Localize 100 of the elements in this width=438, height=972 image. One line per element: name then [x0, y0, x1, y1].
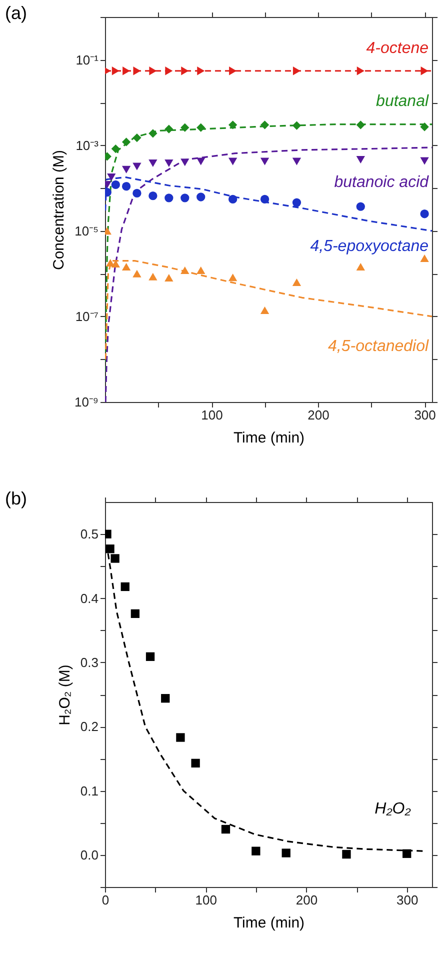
point	[106, 544, 114, 554]
y-axis-title: Concentration (M)	[50, 150, 68, 270]
point	[176, 733, 185, 742]
x-axis-title: Time (min)	[233, 430, 305, 446]
x-tick-label: 300	[396, 892, 418, 908]
point	[356, 263, 365, 271]
point	[292, 66, 300, 76]
chart-title: (a)	[5, 3, 27, 23]
point	[122, 66, 130, 76]
point	[146, 652, 155, 661]
point	[292, 158, 302, 166]
point	[228, 274, 238, 282]
point	[260, 194, 270, 204]
point	[420, 254, 429, 262]
point	[260, 120, 270, 130]
point	[228, 158, 238, 166]
point	[148, 160, 158, 168]
y-tick-label: 0.0	[80, 847, 98, 862]
text: 4,5-octanediol	[328, 338, 429, 356]
point	[342, 850, 351, 859]
point	[180, 123, 190, 132]
point	[402, 849, 412, 858]
point	[133, 66, 141, 76]
point	[130, 609, 140, 618]
series-label: butanoic acid	[334, 174, 430, 192]
y-tick-label: 10⁻⁹	[74, 394, 98, 410]
point	[148, 272, 158, 280]
point	[420, 157, 429, 165]
point	[356, 120, 365, 130]
point	[122, 138, 131, 146]
point	[148, 192, 158, 200]
point	[149, 66, 157, 76]
point	[191, 758, 200, 768]
point	[356, 156, 365, 164]
point	[420, 122, 429, 132]
chart-title: (b)	[5, 488, 27, 508]
point	[420, 66, 428, 76]
point	[122, 166, 131, 174]
x-tick-label: 200	[296, 892, 318, 908]
point	[112, 66, 120, 76]
y-tick-label: 10⁻⁷	[75, 308, 99, 324]
y-tick-label: 10⁻¹	[76, 52, 100, 68]
point	[164, 194, 174, 202]
point	[111, 180, 120, 190]
point	[228, 120, 238, 130]
point	[292, 198, 302, 207]
point	[110, 554, 120, 563]
point	[164, 124, 174, 134]
point	[252, 846, 260, 856]
point	[111, 144, 120, 154]
y-tick-label: 0.5	[80, 526, 98, 542]
y-tick-label: 0.1	[80, 783, 98, 798]
x-tick-label: 100	[195, 892, 217, 908]
x-tick-label: 100	[201, 408, 223, 422]
point	[132, 162, 142, 170]
point	[356, 202, 365, 211]
series-label: H₂O₂	[374, 800, 411, 818]
line-series	[105, 260, 432, 360]
point	[164, 274, 174, 282]
point	[120, 582, 130, 592]
point	[165, 66, 173, 76]
point	[292, 278, 302, 286]
y-axis-title: H₂O₂ (M)	[56, 664, 74, 726]
point	[164, 160, 174, 168]
y-tick-label: 10⁻³	[76, 138, 100, 153]
point	[356, 66, 364, 76]
point	[197, 66, 205, 76]
point	[221, 824, 230, 834]
series-label: butanal	[376, 92, 429, 110]
point	[260, 306, 270, 314]
point	[196, 123, 206, 132]
x-axis-title: Time (min)	[233, 914, 305, 932]
point	[132, 133, 142, 142]
series-label: 4-octene	[366, 40, 429, 57]
point	[122, 263, 131, 271]
point	[180, 194, 190, 202]
point	[196, 158, 206, 166]
point	[132, 188, 142, 198]
point	[122, 182, 131, 191]
point	[132, 270, 142, 278]
point	[292, 121, 302, 130]
x-tick-label: 0	[102, 892, 110, 908]
y-tick-label: 0.3	[80, 654, 98, 670]
point	[282, 848, 290, 858]
point	[148, 129, 158, 138]
point	[180, 158, 190, 166]
series-label: 4,5-epoxyoctane	[310, 238, 429, 255]
point	[260, 158, 270, 166]
y-tick-label: 10⁻⁵	[74, 223, 98, 238]
y-tick-label: 0.2	[80, 719, 98, 734]
point	[180, 266, 190, 274]
y-tick-label: 0.4	[80, 590, 98, 606]
point	[196, 192, 206, 202]
point	[229, 66, 237, 76]
point	[420, 210, 429, 218]
point	[196, 266, 206, 274]
point	[181, 66, 189, 76]
point	[228, 194, 238, 204]
x-tick-label: 300	[414, 408, 436, 422]
x-tick-label: 200	[308, 408, 330, 422]
